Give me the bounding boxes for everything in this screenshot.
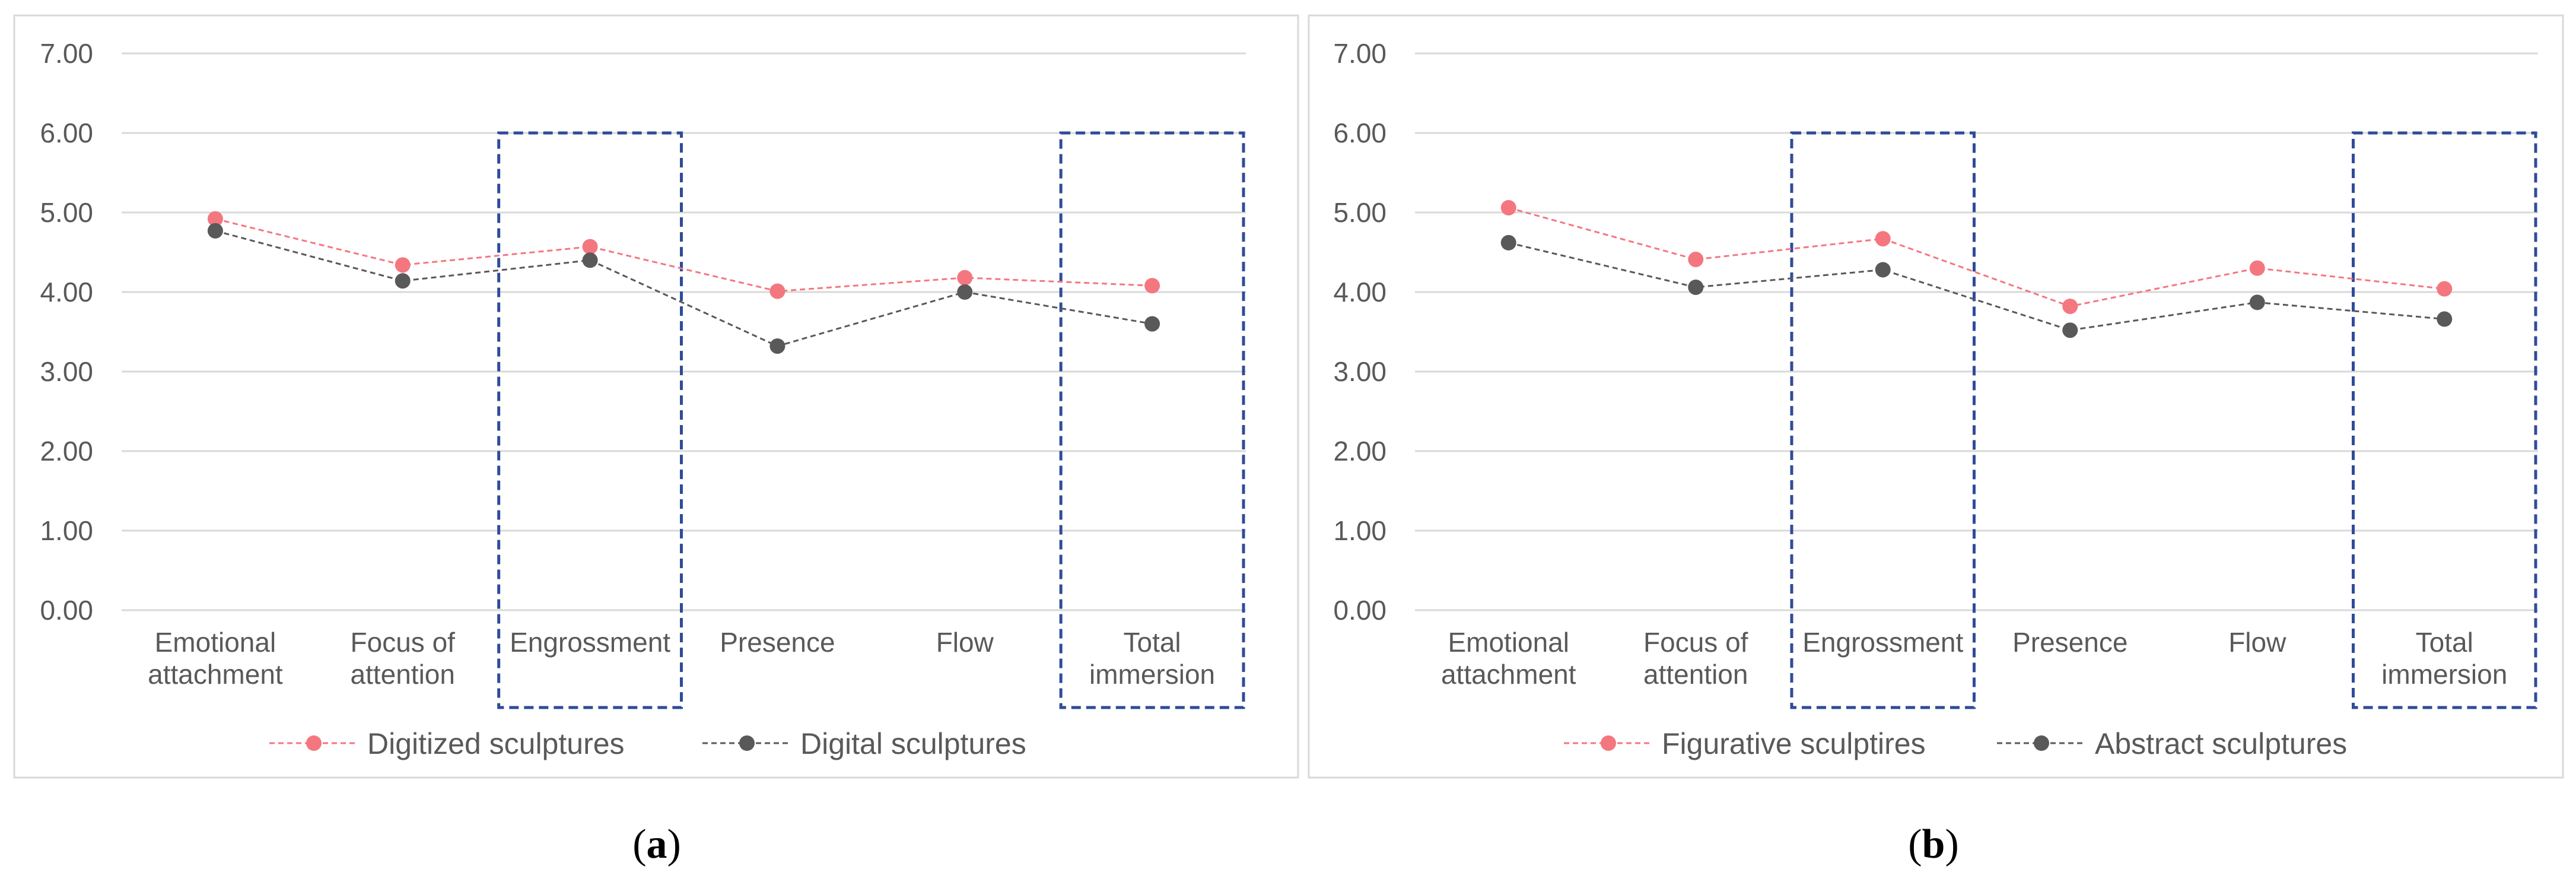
legend-swatch-marker <box>2034 735 2049 751</box>
y-tick-label: 1.00 <box>40 515 93 546</box>
data-point <box>2249 294 2265 310</box>
data-point <box>2437 281 2453 297</box>
y-tick-label: 2.00 <box>1333 436 1386 467</box>
data-point <box>2062 299 2078 315</box>
x-category-label: Total <box>1123 627 1181 658</box>
data-point <box>207 223 223 239</box>
x-category-label: Engrossment <box>510 627 670 658</box>
x-category-label: Engrossment <box>1802 627 1963 658</box>
x-category-label: immersion <box>2381 659 2507 690</box>
x-category-label: Presence <box>720 627 835 658</box>
data-point <box>395 273 411 289</box>
data-point <box>957 269 973 286</box>
x-category-label: Flow <box>2228 627 2286 658</box>
x-category-label: Focus of <box>1643 627 1748 658</box>
x-category-label: Emotional <box>1448 627 1569 658</box>
data-point <box>1500 234 1516 250</box>
chart-panel-a: 0.00 1.00 2.00 3.00 4.00 5.00 6.00 7.00 Emotiona… <box>13 14 1299 779</box>
data-point <box>1688 252 1704 268</box>
x-category-label: attachment <box>1441 659 1576 690</box>
y-tick-label: 4.00 <box>1333 277 1386 307</box>
data-point <box>207 211 223 227</box>
panel-caption: (a) <box>632 821 681 867</box>
x-category-label: Emotional <box>155 627 276 658</box>
data-point <box>769 283 785 299</box>
highlight-box <box>497 131 683 709</box>
legend-label: Abstract sculptures <box>2095 727 2347 760</box>
x-category-label: Focus of <box>351 627 456 658</box>
x-category-label: Presence <box>2012 627 2127 658</box>
y-tick-label: 6.00 <box>40 118 93 148</box>
x-category-label: immersion <box>1089 659 1215 690</box>
data-point <box>2062 322 2078 338</box>
legend-swatch-marker <box>739 735 755 751</box>
legend-label: Figurative sculptires <box>1662 727 1926 760</box>
y-tick-label: 2.00 <box>40 436 93 467</box>
y-tick-label: 0.00 <box>1333 595 1386 626</box>
data-point <box>1875 262 1891 278</box>
data-point <box>1144 316 1160 332</box>
series-line-2 <box>215 230 1153 347</box>
chart-panel-b: 0.00 1.00 2.00 3.00 4.00 5.00 6.00 7.00 Emotiona… <box>1308 14 2564 779</box>
data-point <box>395 257 411 273</box>
highlight-box <box>1790 131 1976 709</box>
data-point <box>2437 311 2453 327</box>
data-point <box>582 252 598 268</box>
x-category-label: Flow <box>936 627 994 658</box>
y-tick-label: 6.00 <box>1333 118 1386 148</box>
data-point <box>2249 260 2265 276</box>
data-point <box>582 239 598 255</box>
y-tick-label: 1.00 <box>1333 515 1386 546</box>
y-tick-label: 5.00 <box>40 197 93 228</box>
series-line-1 <box>1508 207 2445 307</box>
legend-swatch-marker <box>306 735 322 751</box>
data-point <box>769 338 785 354</box>
data-point <box>1875 231 1891 247</box>
chart-frame <box>13 14 1299 779</box>
data-point <box>1500 199 1516 215</box>
y-tick-label: 3.00 <box>40 356 93 387</box>
series-line-1 <box>215 218 1153 293</box>
series-line-2 <box>1508 242 2445 331</box>
y-tick-label: 0.00 <box>40 595 93 626</box>
y-tick-label: 7.00 <box>40 38 93 69</box>
legend-label: Digital sculptures <box>800 727 1026 760</box>
highlight-box <box>1059 131 1245 709</box>
x-category-label: attachment <box>148 659 283 690</box>
x-category-label: attention <box>351 659 455 690</box>
x-category-label: attention <box>1643 659 1748 690</box>
legend-swatch-marker <box>1601 735 1616 751</box>
data-point <box>1144 278 1160 294</box>
highlight-box <box>2352 131 2537 709</box>
y-tick-label: 3.00 <box>1333 356 1386 387</box>
panel-caption: (b) <box>1908 821 1959 867</box>
legend-label: Digitized sculptures <box>367 727 625 760</box>
y-tick-label: 5.00 <box>1333 197 1386 228</box>
data-point <box>1688 279 1704 295</box>
y-tick-label: 7.00 <box>1333 38 1386 69</box>
y-tick-label: 4.00 <box>40 277 93 307</box>
data-point <box>957 284 973 300</box>
x-category-label: Total <box>2416 627 2473 658</box>
